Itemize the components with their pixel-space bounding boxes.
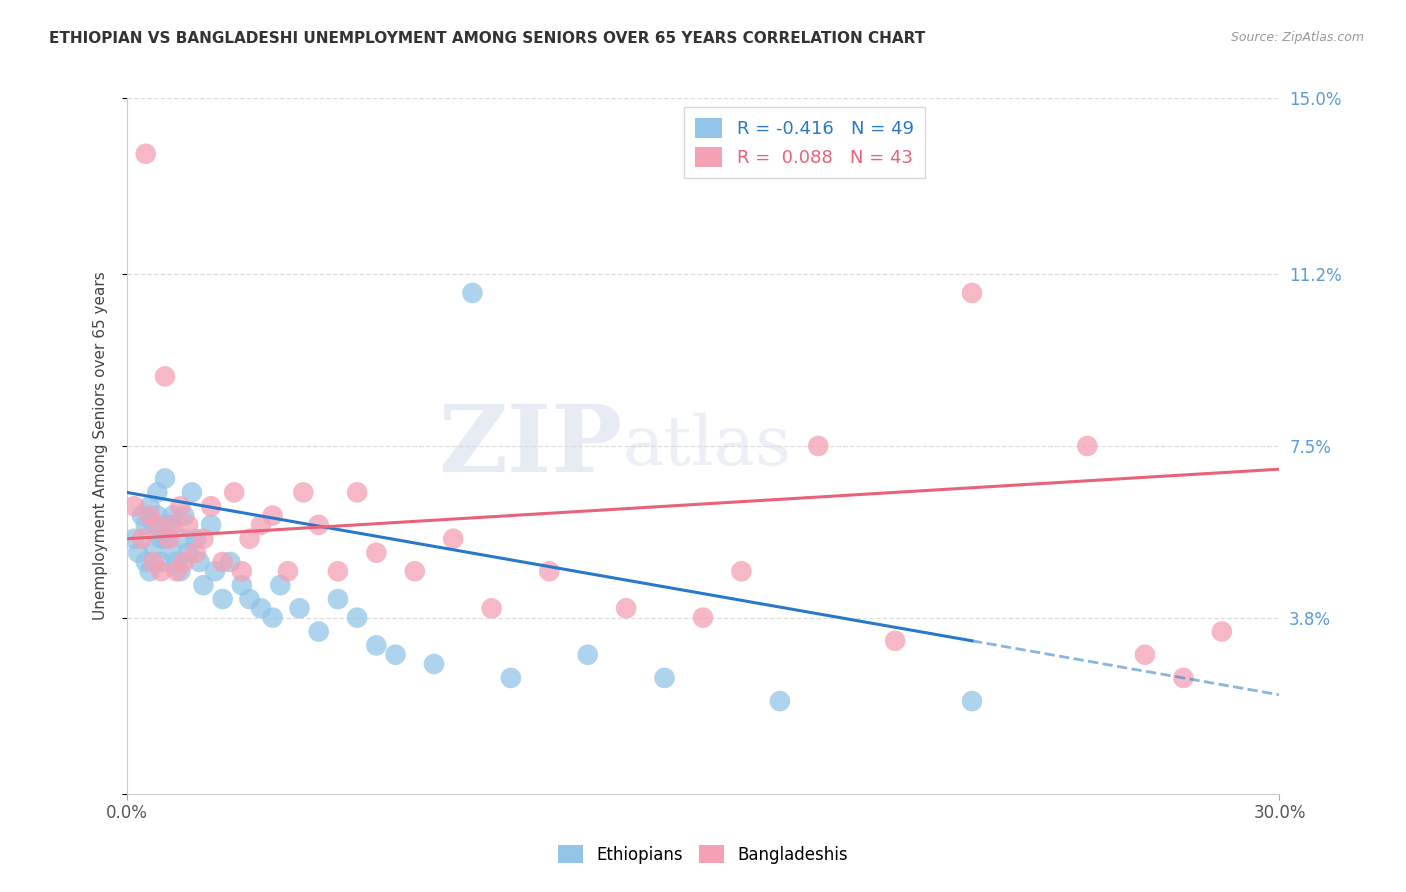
Point bbox=[131, 508, 153, 523]
Legend: Ethiopians, Bangladeshis: Ethiopians, Bangladeshis bbox=[551, 838, 855, 871]
Point bbox=[146, 485, 169, 500]
Point bbox=[204, 564, 226, 578]
Point bbox=[346, 485, 368, 500]
Point bbox=[211, 555, 233, 569]
Point bbox=[769, 694, 792, 708]
Point bbox=[153, 471, 176, 485]
Point bbox=[146, 517, 169, 532]
Point bbox=[193, 532, 215, 546]
Point bbox=[153, 532, 176, 546]
Point bbox=[326, 592, 349, 607]
Point bbox=[135, 517, 157, 532]
Point bbox=[238, 592, 260, 607]
Point bbox=[277, 564, 299, 578]
Point bbox=[461, 285, 484, 300]
Point bbox=[135, 146, 157, 161]
Point bbox=[177, 517, 200, 532]
Text: ETHIOPIAN VS BANGLADESHI UNEMPLOYMENT AMONG SENIORS OVER 65 YEARS CORRELATION CH: ETHIOPIAN VS BANGLADESHI UNEMPLOYMENT AM… bbox=[49, 31, 925, 46]
Point bbox=[423, 657, 446, 671]
Point bbox=[576, 648, 599, 662]
Point bbox=[138, 500, 160, 514]
Point bbox=[1076, 439, 1098, 453]
Point bbox=[269, 578, 291, 592]
Text: atlas: atlas bbox=[623, 413, 792, 479]
Point bbox=[184, 546, 207, 560]
Point bbox=[384, 648, 406, 662]
Point bbox=[499, 671, 522, 685]
Point bbox=[169, 500, 191, 514]
Point bbox=[162, 546, 184, 560]
Point bbox=[326, 564, 349, 578]
Point bbox=[173, 532, 195, 546]
Point bbox=[250, 601, 273, 615]
Text: ZIP: ZIP bbox=[439, 401, 623, 491]
Point bbox=[960, 285, 983, 300]
Point bbox=[308, 517, 330, 532]
Point bbox=[730, 564, 752, 578]
Point bbox=[262, 610, 284, 624]
Point bbox=[142, 555, 165, 569]
Point bbox=[614, 601, 637, 615]
Point bbox=[162, 508, 184, 523]
Point bbox=[166, 555, 188, 569]
Point bbox=[1133, 648, 1156, 662]
Point bbox=[292, 485, 315, 500]
Point bbox=[150, 555, 173, 569]
Point bbox=[184, 532, 207, 546]
Point bbox=[173, 555, 195, 569]
Point bbox=[193, 578, 215, 592]
Point bbox=[200, 500, 222, 514]
Point bbox=[441, 532, 464, 546]
Point bbox=[807, 439, 830, 453]
Point bbox=[308, 624, 330, 639]
Point bbox=[1211, 624, 1233, 639]
Point bbox=[131, 532, 153, 546]
Point bbox=[346, 610, 368, 624]
Point bbox=[262, 508, 284, 523]
Point bbox=[157, 517, 180, 532]
Point bbox=[162, 517, 184, 532]
Point bbox=[1173, 671, 1195, 685]
Point bbox=[150, 532, 173, 546]
Point bbox=[231, 564, 253, 578]
Point bbox=[169, 564, 191, 578]
Point bbox=[238, 532, 260, 546]
Point bbox=[127, 546, 149, 560]
Point bbox=[157, 532, 180, 546]
Point bbox=[166, 564, 188, 578]
Point bbox=[142, 517, 165, 532]
Point bbox=[960, 694, 983, 708]
Point bbox=[177, 546, 200, 560]
Point bbox=[224, 485, 246, 500]
Point bbox=[211, 592, 233, 607]
Point bbox=[180, 485, 202, 500]
Point bbox=[200, 517, 222, 532]
Point bbox=[481, 601, 503, 615]
Point bbox=[138, 564, 160, 578]
Point bbox=[654, 671, 676, 685]
Point bbox=[153, 369, 176, 384]
Point bbox=[122, 532, 145, 546]
Point bbox=[173, 508, 195, 523]
Point bbox=[231, 578, 253, 592]
Point bbox=[692, 610, 714, 624]
Point bbox=[538, 564, 561, 578]
Point bbox=[404, 564, 426, 578]
Y-axis label: Unemployment Among Seniors over 65 years: Unemployment Among Seniors over 65 years bbox=[93, 272, 108, 620]
Point bbox=[250, 517, 273, 532]
Point bbox=[146, 508, 169, 523]
Point bbox=[138, 508, 160, 523]
Point bbox=[188, 555, 211, 569]
Legend: R = -0.416   N = 49, R =  0.088   N = 43: R = -0.416 N = 49, R = 0.088 N = 43 bbox=[685, 107, 925, 178]
Point bbox=[219, 555, 242, 569]
Text: Source: ZipAtlas.com: Source: ZipAtlas.com bbox=[1230, 31, 1364, 45]
Point bbox=[884, 633, 907, 648]
Point bbox=[366, 639, 388, 653]
Point bbox=[150, 564, 173, 578]
Point bbox=[122, 500, 145, 514]
Point bbox=[135, 555, 157, 569]
Point bbox=[142, 541, 165, 555]
Point bbox=[288, 601, 311, 615]
Point bbox=[366, 546, 388, 560]
